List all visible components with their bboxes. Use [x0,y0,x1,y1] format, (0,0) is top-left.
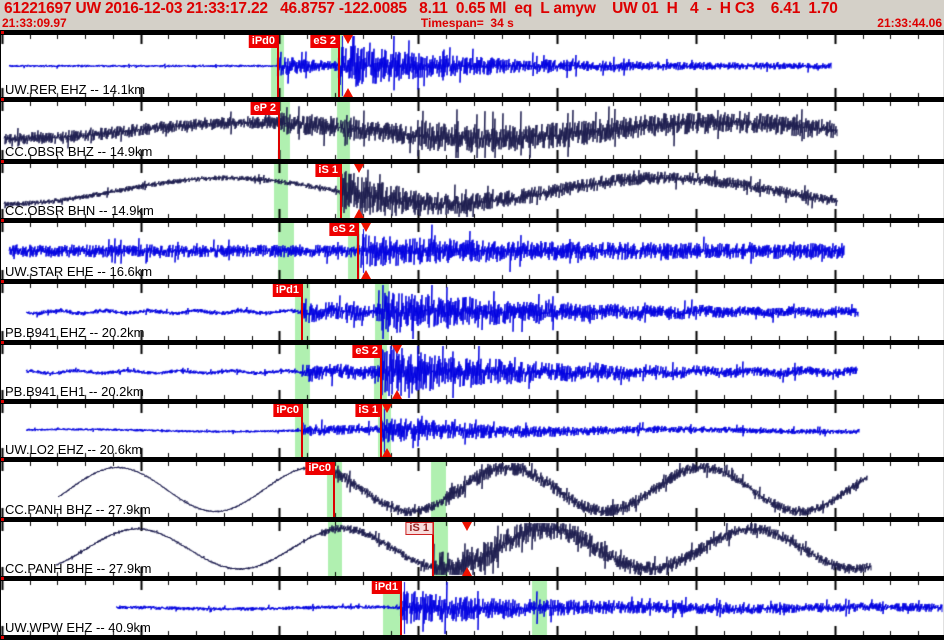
window-end-time: 21:33:44.06 [877,16,942,30]
trace-panel-0: iPd0 eS 2 UW.RER EHZ -- 14.1km [1,35,944,97]
trace-stack: iPd0 eS 2 UW.RER EHZ -- 14.1km eP 2 CC.OBSR … [0,30,944,640]
pick-line-is-1[interactable] [432,522,434,576]
waveform-canvas-4[interactable] [1,284,944,340]
trace-panel-7: iPc0 CC.PANH BHZ -- 27.9km [1,462,944,517]
trace-panel-4: iPd1 PB.B941 EHZ -- 20.2km [1,284,944,340]
trace-label: CC.OBSR BHZ -- 14.9km [5,144,153,159]
arrival-marker-up-icon [392,390,402,399]
time-axis-bar [1,399,944,404]
pick-flag[interactable]: eS 2 [329,223,358,236]
trace-label: CC.PANH BHZ -- 27.9km [5,502,151,517]
pick-flag[interactable]: iPd0 [248,35,278,48]
bar-left-marker [1,636,4,639]
pick-line-ep-2[interactable] [278,102,280,159]
trace-label: UW.RER EHZ -- 14.1km [5,82,146,97]
arrival-marker-down-icon [462,522,472,531]
pick-flag[interactable]: eS 2 [352,345,381,358]
trace-panel-9: iPd1 UW.WPW EHZ -- 40.9km [1,581,944,635]
trace-label: UW.LO2 EHZ -- 20.6km [5,442,143,457]
event-summary-line: 61221697 UW 2016-12-03 21:33:17.22 46.87… [4,0,838,17]
bar-left-marker [1,31,4,34]
trace-label: CC.OBSR BHN -- 14.9km [5,203,154,218]
trace-label: UW.STAR EHE -- 16.6km [5,264,153,279]
event-header: 61221697 UW 2016-12-03 21:33:17.22 46.87… [0,0,944,30]
trace-label: PB.B941 EH1 -- 20.2km [5,384,144,399]
arrival-marker-up-icon [361,270,371,279]
time-axis-bar [1,457,944,462]
waveform-canvas-1[interactable] [1,102,944,159]
waveform-canvas-2[interactable] [1,164,944,218]
pick-flag[interactable]: iPc0 [273,404,302,417]
timespan-label: Timespan= 34 s [420,16,514,30]
trace-panel-3: eS 2 UW.STAR EHE -- 16.6km [1,223,944,279]
waveform-canvas-6[interactable] [1,404,944,457]
arrival-marker-up-icon [382,448,392,457]
bar-left-marker [1,98,4,101]
arrival-marker-up-icon [462,567,472,576]
trace-label: UW.WPW EHZ -- 40.9km [5,620,151,635]
time-axis-bar [1,635,944,640]
arrival-marker-down-icon [392,345,402,354]
trace-panel-5: eS 2 PB.B941 EH1 -- 20.2km [1,345,944,399]
bar-left-marker [1,400,4,403]
pick-line-ipd0[interactable] [277,35,279,97]
bar-left-marker [1,518,4,521]
pick-flag[interactable]: iPd1 [371,581,401,594]
pick-flag[interactable]: iS 1 [315,164,341,177]
pick-flag[interactable]: iPd1 [272,284,302,297]
pick-line-is-1[interactable] [340,164,342,218]
time-axis-bar [1,279,944,284]
arrival-marker-up-icon [343,88,353,97]
pick-line-ipc0[interactable] [301,404,303,457]
trace-label: CC.PANH BHE -- 27.9km [5,561,152,576]
time-axis-bar [1,97,944,102]
bar-left-marker [1,341,4,344]
waveform-canvas-8[interactable] [1,522,944,576]
arrival-marker-up-icon [354,209,364,218]
waveform-canvas-5[interactable] [1,345,944,399]
trace-panel-6: iPc0 iS 1 UW.LO2 EHZ -- 20.6km [1,404,944,457]
pick-flag[interactable]: eS 2 [310,35,339,48]
bar-left-marker [1,577,4,580]
pick-line-es-2[interactable] [380,345,382,399]
time-axis-bar [1,517,944,522]
trace-panel-1: eP 2 CC.OBSR BHZ -- 14.9km [1,102,944,159]
bar-left-marker [1,219,4,222]
pick-flag[interactable]: iPc0 [305,462,334,475]
pick-line-ipc0[interactable] [333,462,335,517]
time-axis-bar [1,576,944,581]
waveform-canvas-9[interactable] [1,581,944,635]
pick-line-ipd1[interactable] [400,581,402,635]
arrival-marker-down-icon [382,404,392,413]
pick-line-es-2[interactable] [357,223,359,279]
trace-panel-2: iS 1 CC.OBSR BHN -- 14.9km [1,164,944,218]
time-axis-header: 21:33:09.97 Timespan= 34 s 21:33:44.06 [0,17,944,30]
pick-flag[interactable]: eP 2 [250,102,279,115]
waveform-canvas-0[interactable] [1,35,944,97]
time-axis-bar [1,340,944,345]
pick-flag[interactable]: iS 1 [405,522,433,535]
trace-panel-8: iS 1 CC.PANH BHE -- 27.9km [1,522,944,576]
bar-left-marker [1,160,4,163]
trace-label: PB.B941 EHZ -- 20.2km [5,325,145,340]
arrival-marker-down-icon [354,164,364,173]
window-start-time: 21:33:09.97 [2,16,67,30]
waveform-canvas-3[interactable] [1,223,944,279]
waveform-canvas-7[interactable] [1,462,944,517]
pick-line-is-1[interactable] [380,404,382,457]
time-axis-bar [1,218,944,223]
bar-left-marker [1,458,4,461]
bar-left-marker [1,280,4,283]
pick-line-ipd1[interactable] [301,284,303,340]
time-axis-bar [1,159,944,164]
pick-line-es-2[interactable] [338,35,340,97]
pick-flag[interactable]: iS 1 [355,404,381,417]
time-axis-bar [1,30,944,35]
arrival-marker-down-icon [361,223,371,232]
arrival-marker-down-icon [343,35,353,44]
